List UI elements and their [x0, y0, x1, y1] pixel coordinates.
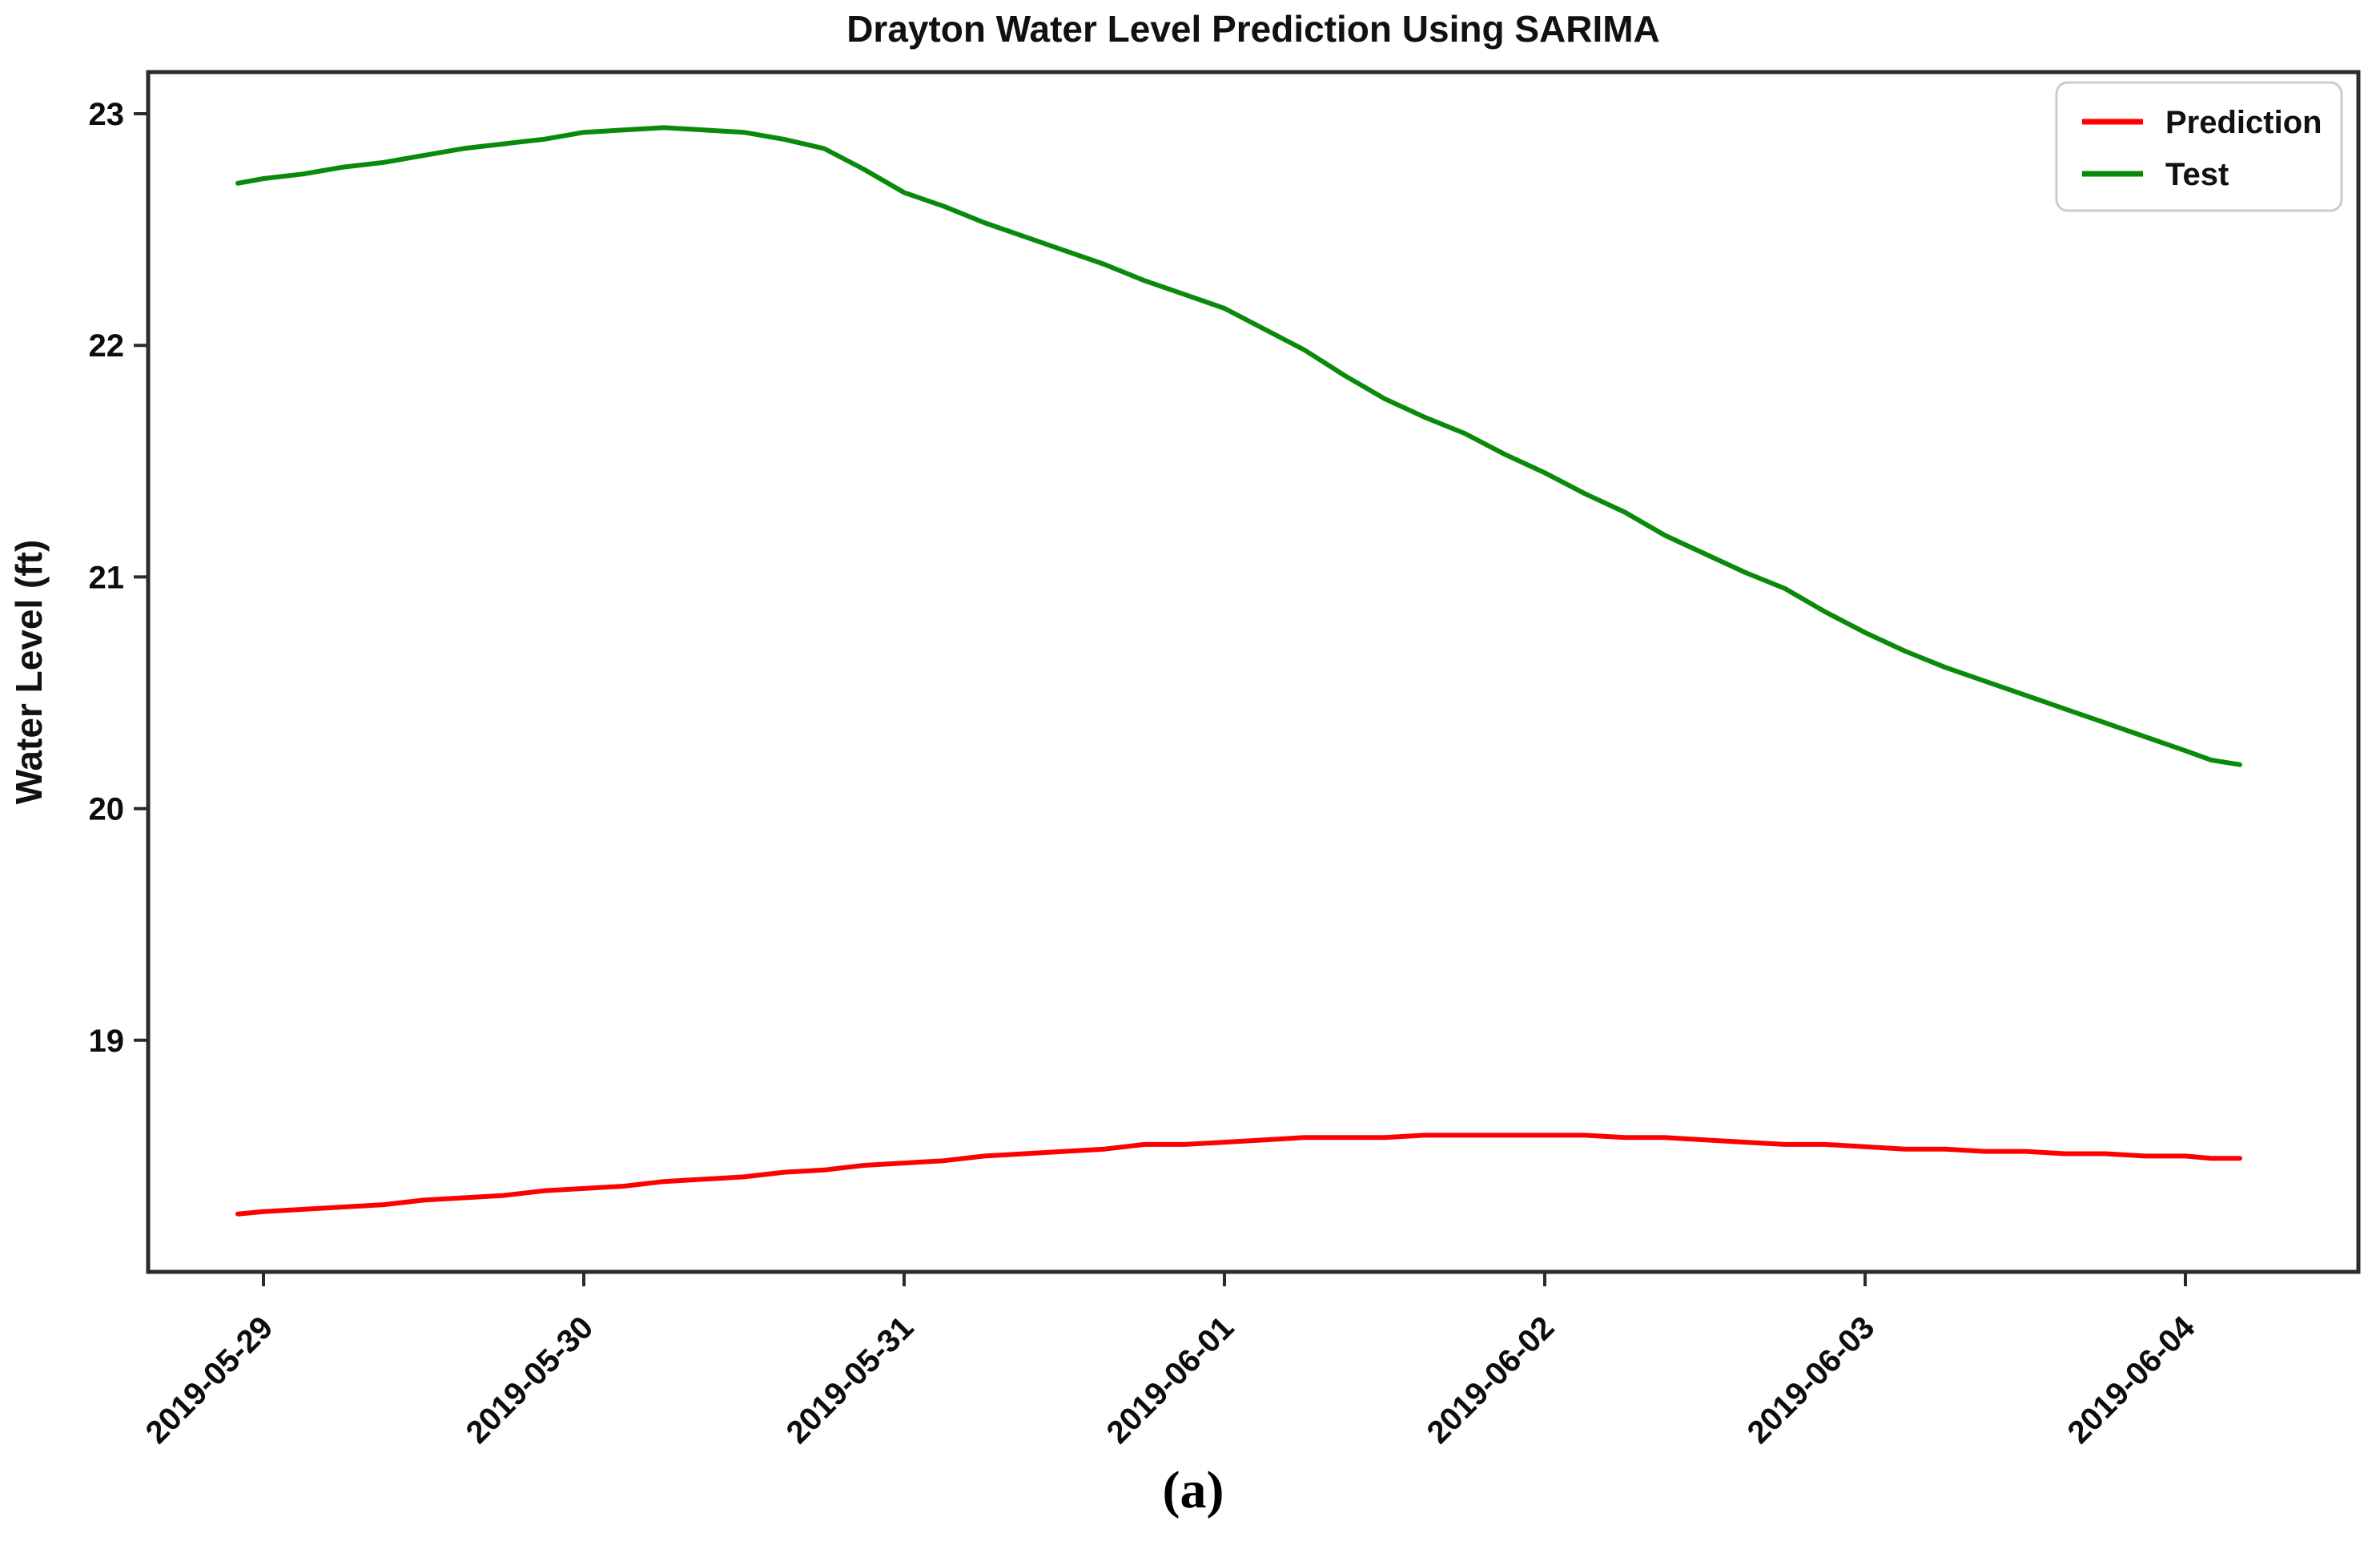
x-tick-label: 2019-06-03 [1741, 1310, 1882, 1450]
x-tick-label: 2019-06-01 [1100, 1310, 1241, 1450]
x-tick-label: 2019-06-04 [2061, 1310, 2202, 1450]
y-tick-label: 19 [89, 1024, 125, 1059]
plot-area-frame [146, 70, 2361, 1274]
series-line-test [235, 125, 2242, 767]
chart-title: Drayton Water Level Prediction Using SAR… [846, 8, 1660, 50]
y-tick-label: 23 [89, 97, 125, 132]
subfigure-caption: (a) [1163, 1461, 1224, 1519]
x-tick-label: 2019-05-30 [460, 1310, 601, 1450]
legend-label-test: Test [2165, 157, 2229, 192]
x-tick-label: 2019-05-29 [139, 1310, 280, 1450]
series-line-prediction [235, 1133, 2242, 1217]
y-tick-label: 21 [89, 560, 125, 595]
legend: Prediction Test [2055, 81, 2343, 212]
x-tick-label: 2019-06-02 [1421, 1310, 1562, 1450]
series-lines [235, 125, 2242, 1217]
x-tick-label: 2019-05-31 [780, 1310, 921, 1450]
legend-box [2055, 81, 2343, 212]
y-tick-label: 20 [89, 792, 125, 827]
y-axis-label: Water Level (ft) [8, 540, 50, 805]
y-axis-ticks: 19 20 21 22 23 [89, 97, 148, 1059]
legend-label-prediction: Prediction [2165, 105, 2322, 140]
y-tick-label: 22 [89, 328, 125, 364]
x-axis-ticks: 2019-05-29 2019-05-30 2019-05-31 2019-06-01… [139, 1272, 2202, 1450]
